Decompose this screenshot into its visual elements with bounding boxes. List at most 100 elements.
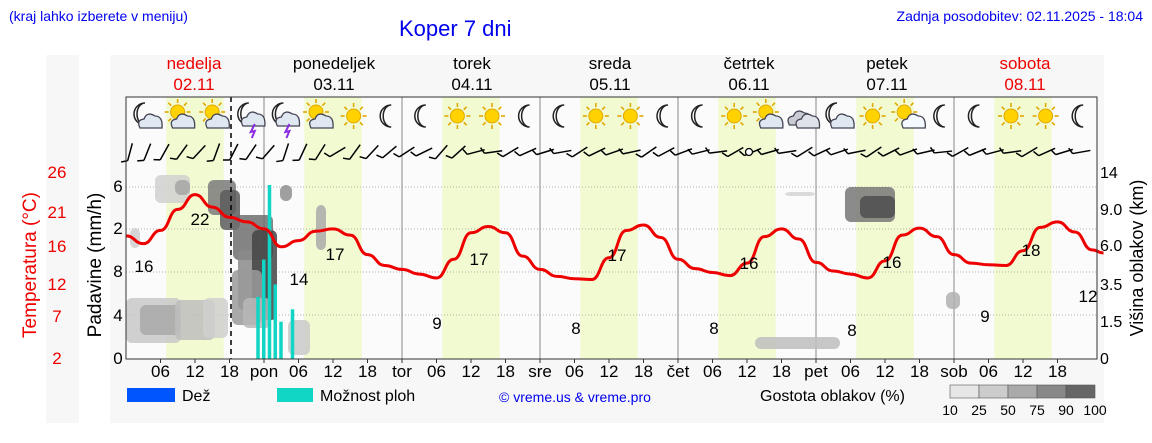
temperature-label: 17 <box>470 250 489 269</box>
wind-barb-shaft <box>709 150 728 154</box>
sun-ray <box>894 117 899 122</box>
wind-barb <box>479 147 503 154</box>
weather-icons-row <box>133 99 1084 139</box>
wind-barb <box>410 147 433 157</box>
wind-barb <box>376 145 397 159</box>
x-tick-label: pon <box>250 362 278 381</box>
precipitation-tick-label: 8 <box>113 262 122 281</box>
day-name: sreda <box>589 54 632 73</box>
night-cloudy-icon <box>825 102 855 129</box>
wind-barb <box>120 143 134 163</box>
precipitation-bar <box>267 184 272 359</box>
sun-disc <box>588 108 604 124</box>
wind-barb-feather <box>583 151 590 157</box>
day-name: sobota <box>999 54 1051 73</box>
wind-barb <box>618 148 641 155</box>
cloud-shape <box>275 111 301 127</box>
sun-ray <box>202 117 207 122</box>
wind-barb <box>790 146 813 158</box>
sun-icon <box>340 103 367 129</box>
wind-barb <box>946 146 969 158</box>
wind-barb <box>169 144 188 161</box>
sun-ray <box>586 121 591 126</box>
wind-barb-feather <box>359 155 367 160</box>
cloud-shape <box>138 113 163 129</box>
location-hint-link[interactable]: (kraj lahko izberete v meniju) <box>9 8 188 24</box>
sun-icon <box>617 103 644 129</box>
wind-barbs-row <box>120 143 1091 163</box>
wind-barb <box>276 143 290 163</box>
day-name: četrtek <box>723 54 775 73</box>
wind-barb-feather <box>877 151 884 157</box>
sun-ray <box>343 121 348 126</box>
wind-barb-feather <box>860 153 867 158</box>
density-swatch <box>1036 384 1067 399</box>
wind-barb <box>514 147 537 157</box>
wind-barb-feather <box>808 151 815 157</box>
plot-frame <box>125 96 1098 360</box>
wind-barb-shaft <box>484 150 503 154</box>
wind-barb-shaft <box>553 149 572 155</box>
cloud-shape <box>205 113 230 129</box>
day-name: petek <box>866 54 908 73</box>
temperature-label: 8 <box>571 319 580 338</box>
wind-barb-feather <box>825 149 832 156</box>
night-thunder-icon <box>271 102 301 139</box>
cloud-density-blob <box>860 196 895 218</box>
cloud-shape <box>170 113 196 129</box>
precipitation-axis-ticks: 6 2 8 4 0 <box>113 177 122 368</box>
wind-barb-feather <box>929 146 935 154</box>
density-tick-label: 10 <box>942 402 958 418</box>
wind-barb <box>292 143 308 162</box>
wind-barb-shaft <box>398 146 415 158</box>
temperature-label: 8 <box>709 319 718 338</box>
wind-barb-shaft <box>641 146 657 158</box>
sun-disc <box>865 108 881 124</box>
sun-ray <box>739 106 744 111</box>
sun-ray <box>359 106 364 111</box>
day-name: nedelja <box>167 54 222 73</box>
x-tick-label: tor <box>392 362 412 381</box>
sun-disc <box>449 108 465 124</box>
wind-barb-feather <box>1033 150 1040 157</box>
sun-ray <box>601 106 606 111</box>
sun-disc <box>726 108 742 124</box>
x-tick-label: 12 <box>600 362 619 381</box>
wind-barb-feather <box>721 152 729 158</box>
wind-barb <box>206 143 221 162</box>
wind-barb-feather <box>206 159 214 162</box>
temperature-tick-label: 7 <box>52 307 61 326</box>
cloud-height-tick-label: 0 <box>1100 351 1109 368</box>
cloud-density-blob <box>785 192 815 196</box>
wind-barb <box>342 144 361 161</box>
x-tick-label: 06 <box>427 362 446 381</box>
sun-ray <box>497 121 502 126</box>
density-tick-label: 90 <box>1058 402 1074 418</box>
cloud-shape <box>901 113 926 129</box>
precipitation-tick-label: 0 <box>113 349 122 368</box>
wind-barb-feather <box>912 148 918 155</box>
wind-barb-shaft <box>847 149 866 155</box>
wind-barb-feather <box>223 159 230 161</box>
sun-disc <box>896 104 912 120</box>
wind-barb <box>1033 147 1056 157</box>
sun-ray <box>1051 121 1056 126</box>
x-tick-label: sre <box>528 362 552 381</box>
sun-ray <box>771 102 776 107</box>
density-swatch <box>978 384 1009 399</box>
temperature-label: 8 <box>847 321 856 340</box>
sun-ray <box>620 106 625 111</box>
last-update-text: Zadnja posodobitev: 02.11.2025 - 18:04 <box>896 8 1143 24</box>
moon-icon <box>690 104 703 128</box>
cloud-shape <box>758 113 784 129</box>
wind-barb <box>186 144 206 160</box>
temperature-label: 9 <box>432 314 441 333</box>
sun-icon <box>721 103 748 129</box>
credit-link[interactable]: © vreme.us & vreme.pro <box>499 389 651 405</box>
sun-cloudy-icon <box>303 99 334 129</box>
cloud-density-blob <box>755 337 840 349</box>
temperature-label: 16 <box>740 254 759 273</box>
wind-barb-feather <box>704 147 710 154</box>
wind-barb-feather <box>137 159 144 162</box>
x-tick-label: 12 <box>1014 362 1033 381</box>
